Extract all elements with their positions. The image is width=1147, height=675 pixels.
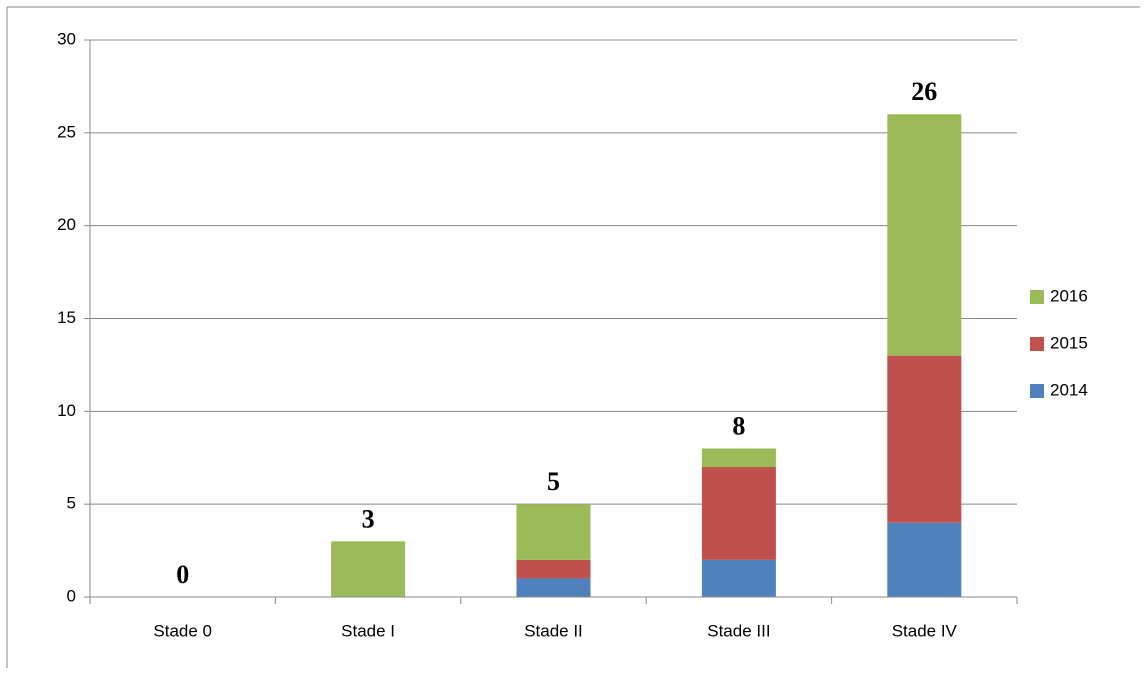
bar-segment <box>887 114 962 356</box>
x-tick-label: Stade 0 <box>153 621 212 640</box>
x-tick-label: Stade III <box>707 621 770 640</box>
y-tick-label: 15 <box>57 308 76 327</box>
y-tick-label: 0 <box>67 586 76 605</box>
bar-segment <box>701 559 776 597</box>
y-tick-label: 30 <box>57 29 76 48</box>
legend-label: 2014 <box>1050 380 1088 399</box>
bar-segment <box>516 559 591 579</box>
legend-label: 2016 <box>1050 286 1088 305</box>
y-tick-label: 20 <box>57 215 76 234</box>
total-label: 26 <box>911 77 937 106</box>
legend-swatch <box>1030 337 1044 351</box>
x-tick-label: Stade IV <box>892 621 958 640</box>
legend-label: 2015 <box>1050 333 1088 352</box>
total-label: 5 <box>547 467 560 496</box>
bar-segment <box>887 355 962 523</box>
bar-segment <box>887 522 962 597</box>
total-label: 3 <box>362 504 375 533</box>
legend-swatch <box>1030 290 1044 304</box>
legend-swatch <box>1030 384 1044 398</box>
x-tick-label: Stade I <box>341 621 395 640</box>
bar-segment <box>331 541 406 597</box>
total-label: 8 <box>732 411 745 440</box>
x-tick-label: Stade II <box>524 621 583 640</box>
total-label: 0 <box>176 560 189 589</box>
bar-segment <box>701 448 776 468</box>
bar-segment <box>701 467 776 560</box>
bar-segment <box>516 504 591 560</box>
y-tick-label: 5 <box>67 494 76 513</box>
bar-segment <box>516 578 591 597</box>
y-tick-label: 25 <box>57 122 76 141</box>
y-tick-label: 10 <box>57 401 76 420</box>
